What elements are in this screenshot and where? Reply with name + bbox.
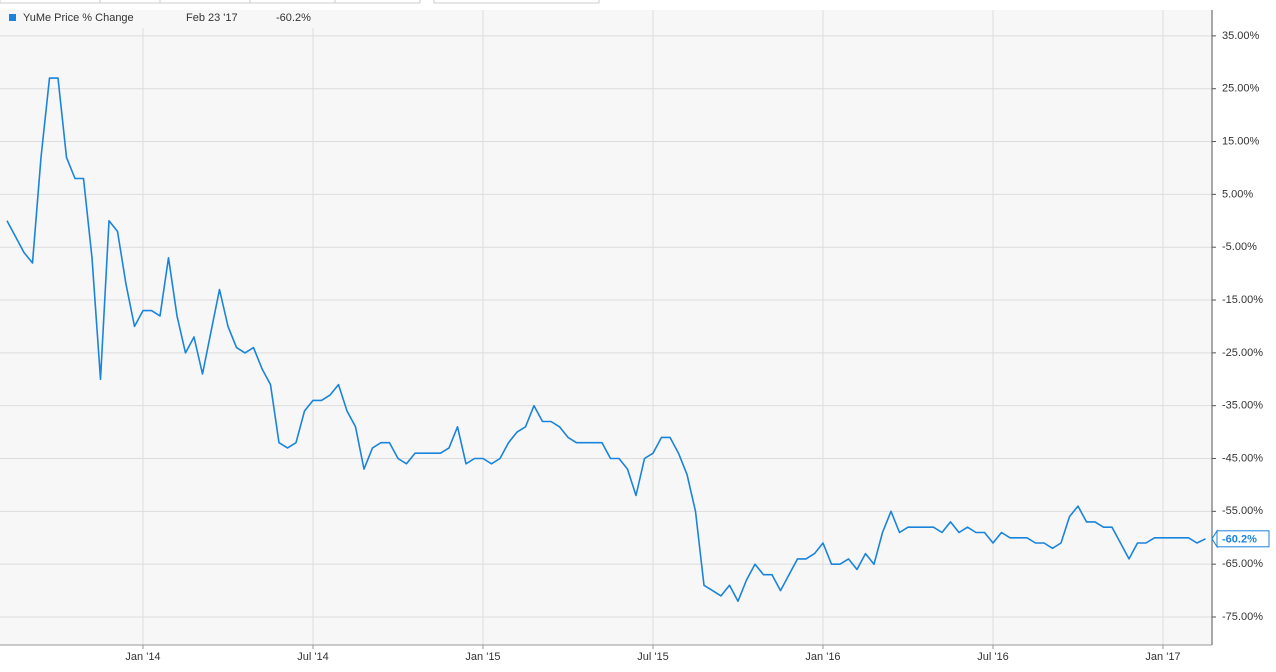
y-tick-label: 5.00% <box>1222 188 1253 200</box>
x-tick-label: Jan '14 <box>125 651 160 663</box>
toolbar <box>0 0 600 4</box>
y-tick-label: -55.00% <box>1222 505 1263 517</box>
y-tick-label: -15.00% <box>1222 294 1263 306</box>
last-value-pointer <box>1211 529 1218 549</box>
y-tick-label: -35.00% <box>1222 400 1263 412</box>
x-tick-label: Jan '16 <box>805 651 840 663</box>
legend-date: Feb 23 '17 <box>186 12 238 24</box>
last-value-badge <box>1216 530 1270 548</box>
y-tick-label: 35.00% <box>1222 30 1260 42</box>
legend-swatch <box>9 14 16 21</box>
y-tick-label: -5.00% <box>1222 241 1257 253</box>
y-tick-label: -45.00% <box>1222 452 1263 464</box>
last-value-label: -60.2% <box>1222 534 1257 546</box>
y-tick-label: -65.00% <box>1222 558 1263 570</box>
y-tick-label: 15.00% <box>1222 135 1260 147</box>
legend-label: YuMe Price % Change <box>23 12 134 24</box>
y-tick-label: -75.00% <box>1222 611 1263 623</box>
x-tick-label: Jul '15 <box>637 651 668 663</box>
x-tick-label: Jul '14 <box>297 651 328 663</box>
x-tick-label: Jan '17 <box>1145 651 1180 663</box>
legend-value: -60.2% <box>276 12 311 24</box>
price-line <box>6 77 1206 602</box>
plot-area <box>0 10 1212 645</box>
x-tick-label: Jul '16 <box>977 651 1008 663</box>
y-tick-label: -25.00% <box>1222 347 1263 359</box>
y-tick-label: 25.00% <box>1222 83 1260 95</box>
x-tick-label: Jan '15 <box>465 651 500 663</box>
legend-bg <box>0 10 330 28</box>
